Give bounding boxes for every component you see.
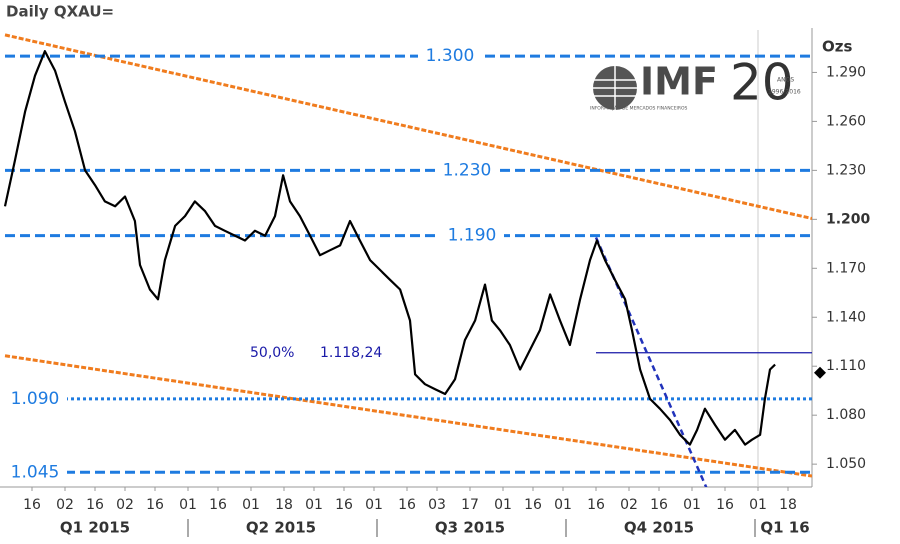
quarter-label: Q1 2015 bbox=[60, 519, 130, 537]
x-tick-label: 18 bbox=[275, 497, 293, 513]
y-tick-label: 1.260 bbox=[826, 113, 866, 129]
x-tick-label: 02 bbox=[620, 497, 638, 513]
x-tick-label: 17 bbox=[461, 497, 479, 513]
fib-label: 50,0% bbox=[250, 345, 294, 361]
x-tick-label: 01 bbox=[683, 497, 701, 513]
level-label: 1.230 bbox=[443, 160, 492, 180]
x-tick-label: 16 bbox=[23, 497, 41, 513]
price-line bbox=[3, 50, 776, 446]
x-tick-label: 16 bbox=[716, 497, 734, 513]
logo-period: 1996-2016 bbox=[768, 89, 801, 96]
y-tick-label: 1.080 bbox=[826, 407, 866, 423]
chart-title: Daily QXAU= bbox=[6, 3, 114, 21]
x-tick-label: 16 bbox=[335, 497, 353, 513]
logo-anos: ANOS bbox=[777, 77, 794, 84]
y-tick-label: 1.110 bbox=[826, 358, 866, 374]
y-tick-label: 1.140 bbox=[826, 309, 866, 325]
x-tick-label: 16 bbox=[398, 497, 416, 513]
x-tick-label: 01 bbox=[305, 497, 323, 513]
y-tick-label: 1.290 bbox=[826, 64, 866, 80]
level-label-bg bbox=[435, 159, 499, 182]
x-tick-label: 03 bbox=[428, 497, 446, 513]
x-tick-label: 16 bbox=[86, 497, 104, 513]
x-tick-label: 01 bbox=[365, 497, 383, 513]
x-tick-label: 16 bbox=[524, 497, 542, 513]
logo-name: IMF bbox=[640, 60, 718, 104]
level-label: 1.190 bbox=[448, 226, 497, 246]
x-tick-label: 16 bbox=[146, 497, 164, 513]
y-tick-label: 1.050 bbox=[826, 456, 866, 472]
x-tick-label: 02 bbox=[56, 497, 74, 513]
x-tick-label: 01 bbox=[494, 497, 512, 513]
x-tick-label: 01 bbox=[749, 497, 767, 513]
x-tick-label: 01 bbox=[179, 497, 197, 513]
level-label-bg bbox=[3, 461, 67, 484]
x-tick-label: 01 bbox=[554, 497, 572, 513]
quarter-label: Q2 2015 bbox=[246, 519, 316, 537]
level-label-bg bbox=[3, 387, 67, 410]
quarter-label: Q1 16 bbox=[760, 519, 809, 537]
level-label-bg bbox=[440, 224, 504, 247]
quarter-label: Q4 2015 bbox=[624, 519, 694, 537]
quarter-label: Q3 2015 bbox=[435, 519, 505, 537]
level-label: 1.300 bbox=[426, 46, 475, 66]
channel-line bbox=[4, 354, 812, 478]
x-tick-label: 16 bbox=[650, 497, 668, 513]
y-tick-label: 1.200 bbox=[826, 211, 871, 227]
logo-years: 20 bbox=[730, 54, 794, 112]
y-axis-label: Ozs bbox=[822, 38, 852, 56]
plot-area: 1.300 1.230 1.190 1.090 1.045 bbox=[3, 30, 812, 487]
x-tick-label: 18 bbox=[779, 497, 797, 513]
x-tick-label: 16 bbox=[209, 497, 227, 513]
logo: IMF 20 ANOS 1996-2016 INFORMAÇÃO DE MERC… bbox=[590, 54, 801, 112]
level-label: 1.090 bbox=[11, 389, 60, 409]
x-tick-label: 02 bbox=[116, 497, 134, 513]
x-tick-label: 16 bbox=[587, 497, 605, 513]
channel-line bbox=[4, 33, 812, 220]
level-label: 1.045 bbox=[11, 462, 60, 482]
y-tick-label: 1.230 bbox=[826, 162, 866, 178]
level-label-bg bbox=[418, 45, 482, 68]
x-tick-label: 01 bbox=[242, 497, 260, 513]
logo-grid bbox=[593, 66, 637, 110]
last-value-marker bbox=[814, 366, 826, 379]
y-tick-label: 1.170 bbox=[826, 260, 866, 276]
fib-value-label: 1.118,24 bbox=[320, 345, 382, 361]
logo-subtitle: INFORMAÇÃO DE MERCADOS FINANCEIROS bbox=[590, 105, 688, 112]
